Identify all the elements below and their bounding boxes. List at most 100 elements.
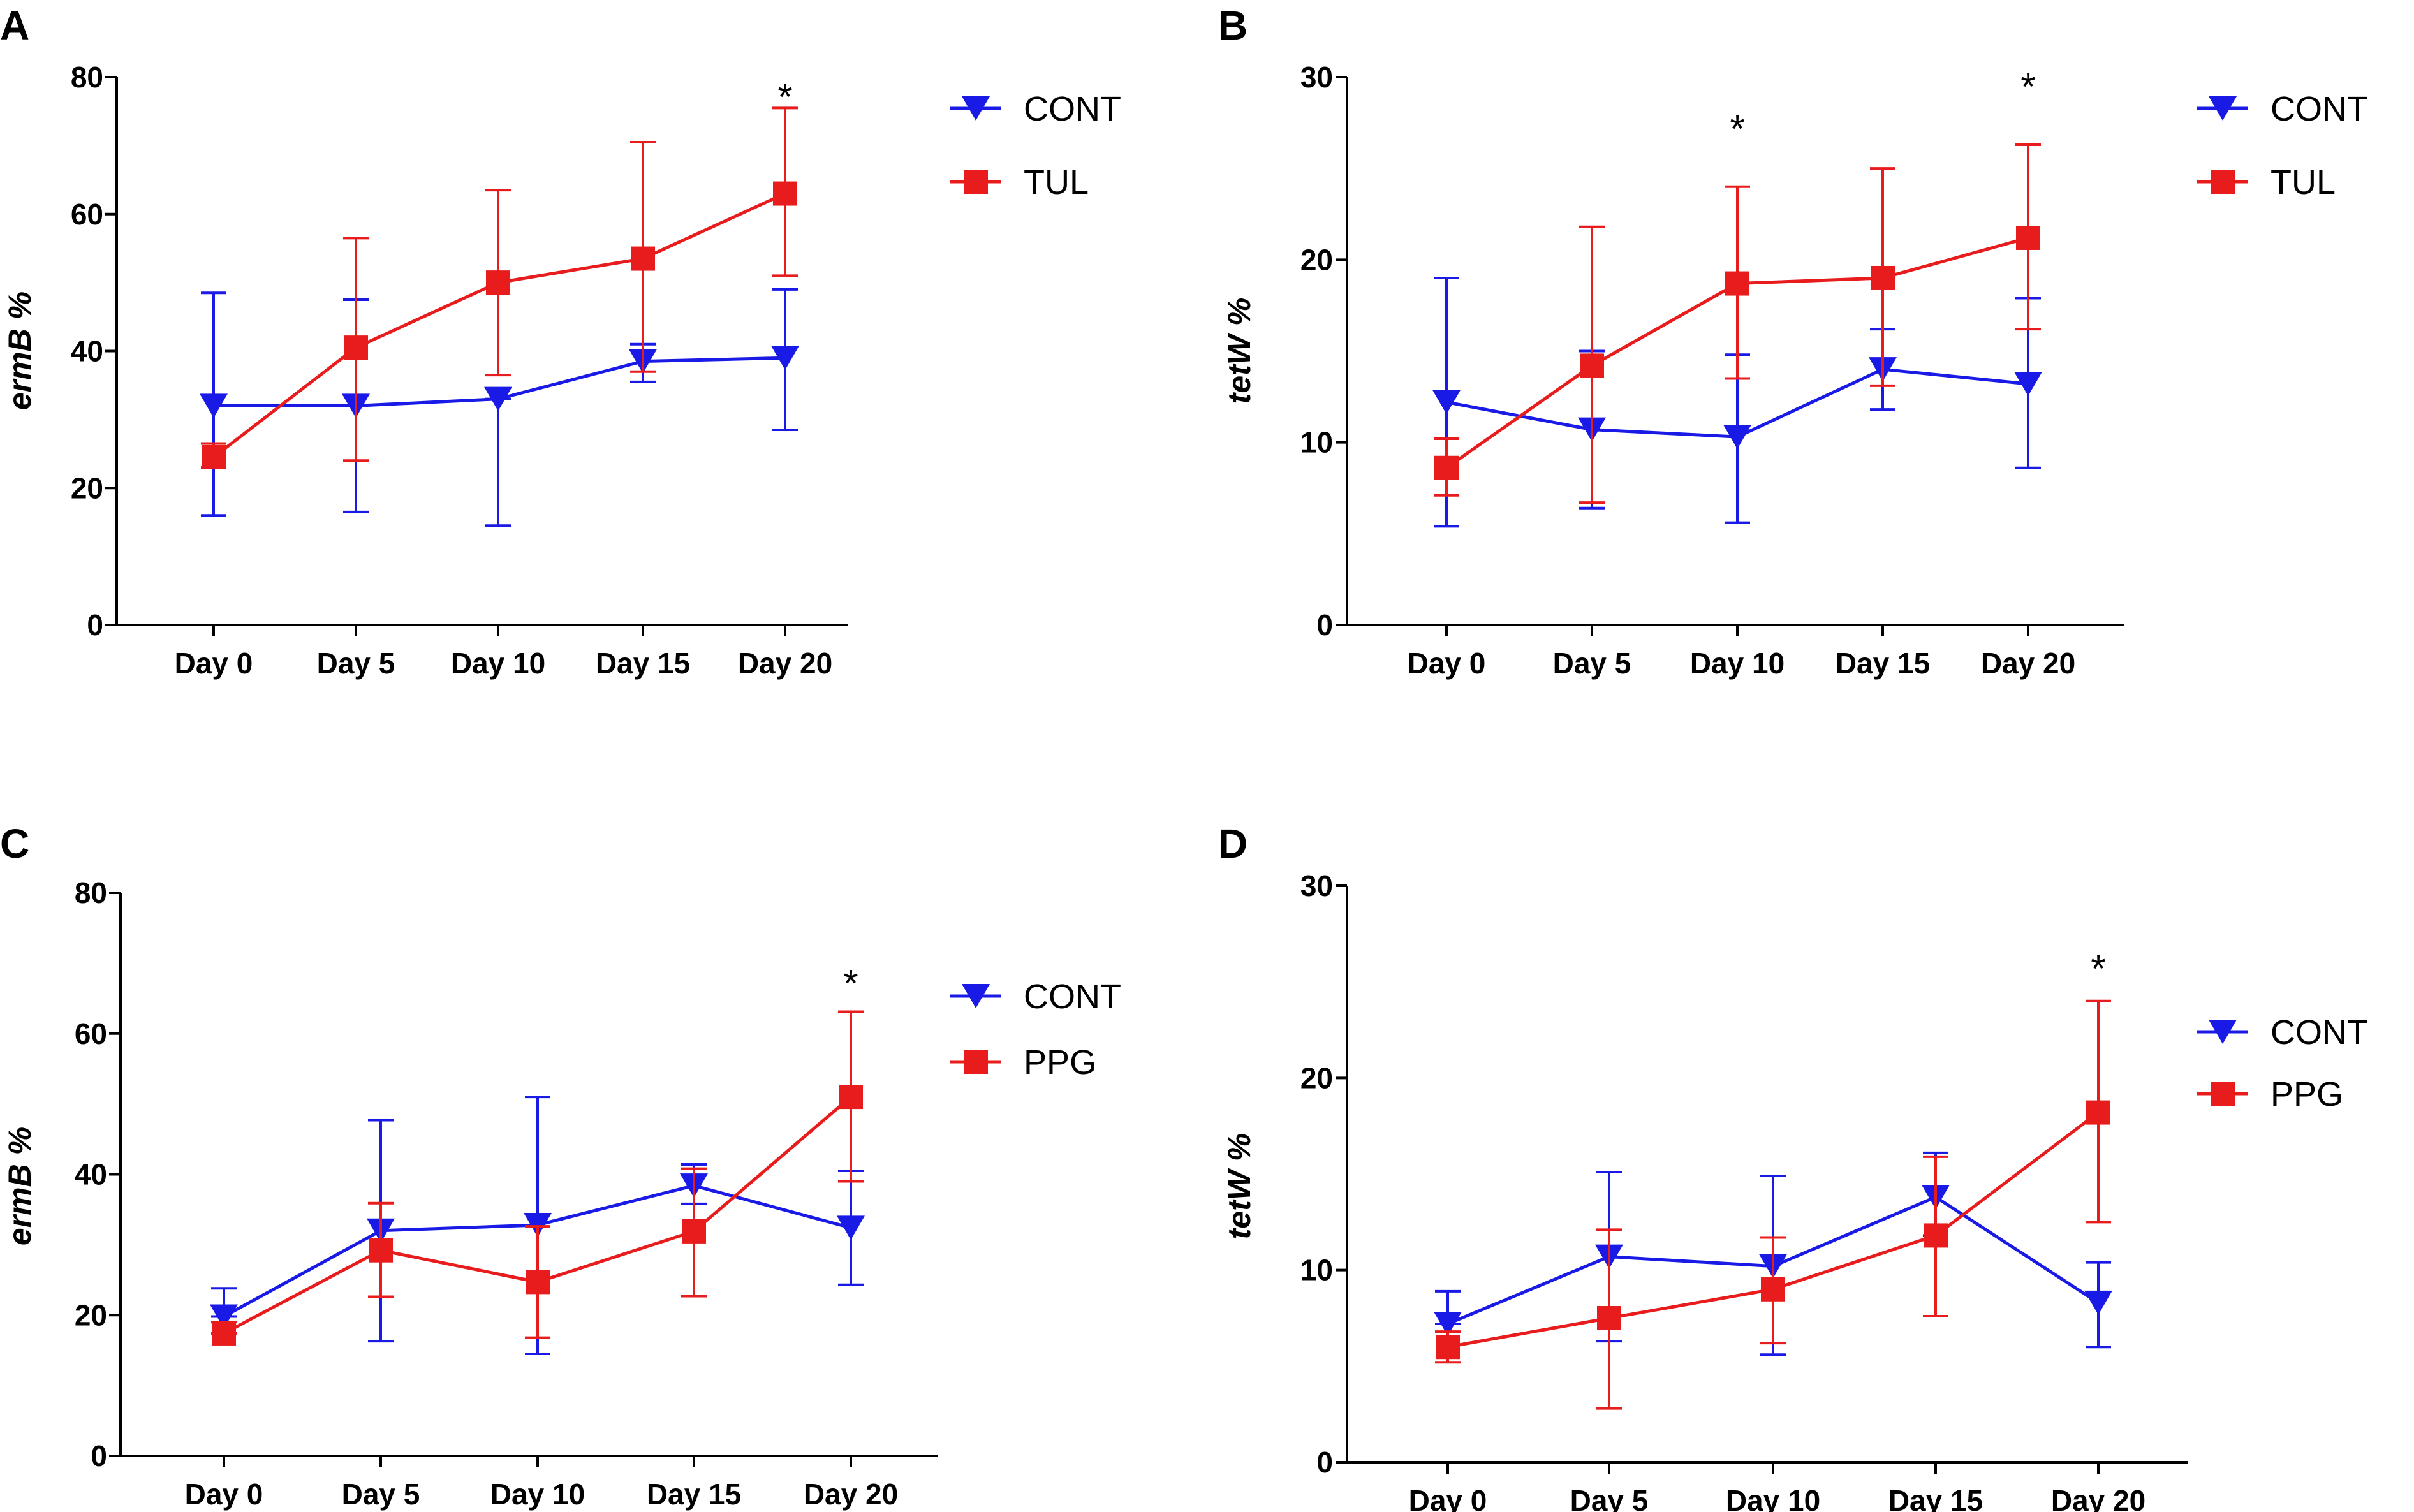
y-axis-label: tetW %: [1221, 1133, 1257, 1240]
x-tick-label: Day 10: [490, 1478, 585, 1511]
legend-label: CONT: [2270, 1013, 2368, 1052]
y-tick-label: 30: [1300, 869, 1333, 902]
x-tick-label: Day 5: [1570, 1484, 1649, 1512]
data-point: [1434, 1312, 1462, 1337]
data-point: [210, 1304, 238, 1329]
y-tick-label: 10: [1300, 426, 1333, 459]
panel-d: D 0 10 20 30 Day 0 Day 5 Day 10 Day 15 Day 20 tet…: [1218, 821, 2368, 1512]
data-point: [2016, 225, 2040, 250]
y-tick-label: 20: [1300, 243, 1333, 276]
legend-marker: [2211, 1082, 2235, 1106]
y-tick-label: 60: [75, 1017, 107, 1050]
x-tick-label: Day 5: [317, 647, 395, 680]
series-ppg: [211, 1010, 864, 1346]
x-tick-label: Day 15: [1836, 647, 1930, 680]
series-tul: [1434, 143, 2041, 504]
series-tul: [201, 106, 798, 469]
data-point: [200, 393, 228, 418]
y-tick-label: 40: [75, 1158, 107, 1191]
data-point: [1432, 390, 1461, 415]
x-tick-label: Day 0: [1408, 647, 1486, 680]
panel-b: B 0 10 20 30 Day 0 Day 5 Day 10 Day 15 Day 20 tet…: [1218, 3, 2368, 680]
data-point: [1723, 425, 1751, 450]
data-point: [344, 335, 368, 360]
legend-label: TUL: [2270, 163, 2336, 202]
x-tick-label: Day 20: [1981, 647, 2075, 680]
legend-label: CONT: [1024, 978, 1121, 1016]
legend-label: TUL: [1024, 163, 1089, 202]
x-tick-label: Day 5: [1553, 647, 1631, 680]
panel-letter: D: [1218, 821, 1247, 867]
x-tick-label: Day 20: [2051, 1484, 2145, 1512]
panel-a: A 0 20 40 60 80 Day 0 Day 5 Day 10 Day 15 Day 20 e…: [0, 3, 1121, 680]
y-tick-label: 10: [1300, 1254, 1333, 1287]
y-axis-label: tetW %: [1221, 298, 1257, 404]
legend-marker: [2211, 170, 2235, 194]
y-axis-label: ermB %: [2, 291, 38, 410]
data-point: [839, 1085, 863, 1110]
legend-marker: [2209, 96, 2237, 121]
data-point: [1924, 1223, 1948, 1248]
data-point: [212, 1321, 236, 1346]
data-point: [771, 346, 799, 371]
data-point: [1725, 271, 1749, 296]
legend-label: CONT: [2270, 90, 2368, 128]
data-point: [1436, 1335, 1460, 1360]
data-point: [524, 1212, 552, 1237]
x-tick-label: Day 10: [1690, 647, 1785, 680]
y-tick-label: 40: [71, 335, 103, 368]
y-tick-label: 0: [1316, 1446, 1333, 1479]
legend-marker: [962, 984, 990, 1008]
data-point: [773, 181, 797, 206]
x-tick-label: Day 10: [451, 647, 545, 680]
series-ppg: [1435, 999, 2111, 1410]
data-point: [837, 1215, 865, 1240]
data-point: [486, 270, 510, 295]
panel-letter: C: [0, 821, 29, 867]
x-tick-label: Day 15: [596, 647, 690, 680]
y-tick-label: 0: [91, 1439, 107, 1472]
x-tick-label: Day 0: [1409, 1484, 1487, 1512]
y-tick-label: 20: [71, 471, 103, 504]
y-tick-label: 0: [1316, 608, 1333, 642]
x-tick-label: Day 20: [738, 647, 832, 680]
legend-marker: [964, 1050, 988, 1074]
x-tick-label: Day 5: [342, 1478, 420, 1511]
panel-letter: A: [0, 3, 29, 48]
data-point: [2084, 1290, 2112, 1315]
significance-star: *: [843, 962, 858, 1004]
y-tick-label: 80: [75, 876, 107, 909]
data-point: [1580, 353, 1604, 378]
panel-c: C 0 20 40 60 80 Day 0 Day 5 Day 10 Day 15 Day 20 e…: [0, 821, 1121, 1511]
panel-letter: B: [1218, 3, 1247, 48]
data-point: [682, 1219, 706, 1244]
legend-label: CONT: [1024, 90, 1121, 128]
data-point: [2014, 372, 2042, 397]
data-point: [369, 1238, 393, 1263]
y-tick-label: 30: [1300, 61, 1333, 94]
significance-star: *: [2091, 948, 2105, 990]
y-tick-label: 20: [1300, 1061, 1333, 1094]
legend-label: PPG: [1024, 1043, 1096, 1082]
x-tick-label: Day 20: [804, 1478, 898, 1511]
y-tick-label: 0: [87, 608, 103, 642]
y-tick-label: 80: [71, 61, 103, 94]
x-tick-label: Day 0: [175, 647, 253, 680]
significance-star: *: [2020, 66, 2035, 108]
x-tick-label: Day 0: [185, 1478, 263, 1511]
x-tick-label: Day 10: [1726, 1484, 1820, 1512]
data-point: [484, 386, 512, 411]
significance-star: *: [777, 75, 792, 118]
legend-marker: [2209, 1020, 2237, 1044]
data-point: [1597, 1306, 1621, 1330]
data-point: [1434, 455, 1459, 480]
x-tick-label: Day 15: [647, 1478, 741, 1511]
x-tick-label: Day 15: [1888, 1484, 1983, 1512]
legend-label: PPG: [2270, 1075, 2343, 1113]
data-point: [526, 1270, 550, 1295]
data-point: [2086, 1100, 2110, 1125]
data-point: [631, 246, 655, 271]
legend-marker: [962, 96, 990, 121]
significance-star: *: [1730, 108, 1744, 150]
